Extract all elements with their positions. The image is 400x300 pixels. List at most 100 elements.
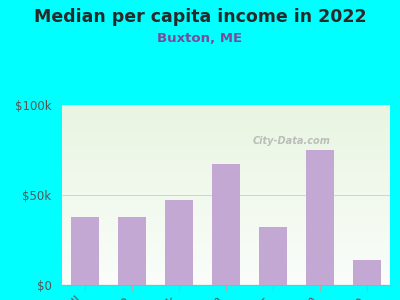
Bar [62,130,390,132]
Bar [62,276,390,278]
Bar [62,107,390,109]
Bar [62,157,390,159]
Bar [62,125,390,127]
Bar [62,271,390,272]
Bar [62,186,390,188]
Bar [62,123,390,125]
Bar [62,258,390,260]
Bar [62,222,390,224]
Bar [62,229,390,231]
Bar [62,139,390,141]
Bar [62,200,390,202]
Bar [62,188,390,190]
Bar [62,224,390,226]
Bar [62,209,390,211]
Bar [62,251,390,253]
Bar [62,173,390,175]
Bar [62,121,390,123]
Bar [62,161,390,163]
Bar [118,217,146,285]
Bar [62,179,390,181]
Bar [62,260,390,262]
Bar [62,215,390,217]
Bar [62,208,390,209]
Bar [62,141,390,143]
Bar [62,280,390,281]
Bar [62,155,390,157]
Bar [62,220,390,222]
Bar [62,164,390,166]
Bar [62,116,390,118]
Bar [62,226,390,227]
Bar [62,109,390,110]
Bar [165,200,193,285]
Bar [62,231,390,233]
Bar [62,136,390,137]
Bar [62,195,390,197]
Bar [62,263,390,265]
Bar [62,134,390,136]
Bar [62,199,390,200]
Text: City-Data.com: City-Data.com [253,136,330,146]
Bar [62,154,390,155]
Bar [62,274,390,276]
Bar [62,112,390,114]
Bar [62,182,390,184]
Text: Buxton, ME: Buxton, ME [158,32,242,44]
Bar [62,204,390,206]
Bar [62,278,390,280]
Bar [62,202,390,204]
Bar [62,253,390,254]
Bar [62,119,390,121]
Bar [62,146,390,148]
Bar [62,181,390,182]
Bar [62,283,390,285]
Bar [62,242,390,244]
Bar [62,197,390,199]
Bar [62,166,390,168]
Bar [62,247,390,249]
Bar [62,193,390,195]
Bar [62,145,390,146]
Bar [62,240,390,242]
Bar [62,233,390,235]
Bar [62,256,390,258]
Bar [62,269,390,271]
Bar [62,190,390,191]
Bar [62,184,390,186]
Bar [62,218,390,220]
Bar [62,163,390,164]
Bar [62,114,390,116]
Bar [62,211,390,213]
Bar [62,105,390,107]
Bar [62,143,390,145]
Bar [62,118,390,119]
Bar [62,150,390,152]
Bar [62,175,390,177]
Bar [62,235,390,236]
Bar [62,168,390,170]
Bar [62,244,390,245]
Bar [62,152,390,154]
Bar [62,110,390,112]
Text: Median per capita income in 2022: Median per capita income in 2022 [34,8,366,26]
Bar [62,217,390,218]
Bar [62,137,390,139]
Bar [62,267,390,269]
Bar [62,249,390,251]
Bar [62,236,390,238]
Bar [62,159,390,161]
Bar [62,132,390,134]
Bar [62,272,390,274]
Bar [62,206,390,208]
Bar [62,281,390,283]
Bar [62,213,390,215]
Bar [62,148,390,150]
Bar [62,238,390,240]
Bar [62,227,390,229]
Bar [62,172,390,173]
Bar [259,227,287,285]
Bar [62,170,390,172]
Bar [62,127,390,128]
Bar [62,245,390,247]
